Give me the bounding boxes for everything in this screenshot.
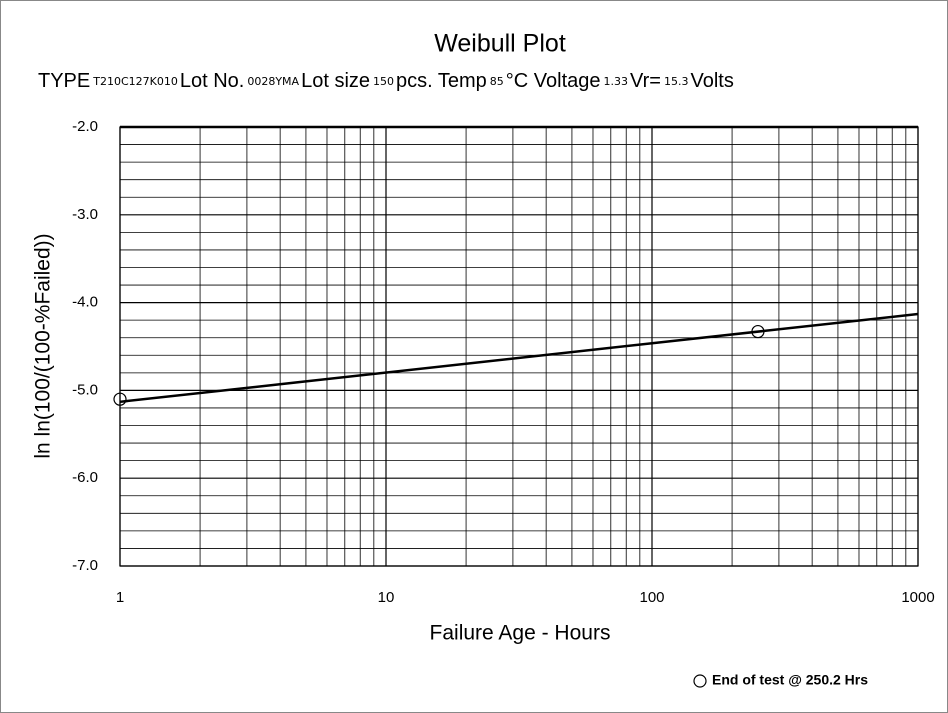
subtitle-entry: 0028YMA xyxy=(247,75,299,88)
legend-marker xyxy=(693,674,707,688)
subtitle-entry: 150 xyxy=(373,75,394,88)
y-tick-label: -3.0 xyxy=(72,206,98,223)
x-tick-label: 10 xyxy=(378,589,395,606)
subtitle-entry: 15.3 xyxy=(664,75,689,88)
y-tick-label: -6.0 xyxy=(72,469,98,486)
subtitle-field: Lot size xyxy=(301,70,370,92)
subtitle-entry: 85 xyxy=(490,75,504,88)
y-axis-label: ln ln(100/(100-%Failed)) xyxy=(32,233,55,458)
data-point xyxy=(113,392,127,406)
subtitle-entry: 1.33 xyxy=(604,75,629,88)
subtitle-field: pcs. Temp xyxy=(396,70,487,92)
x-tick-label: 1000 xyxy=(901,589,934,606)
subtitle-field: Vr= xyxy=(630,70,661,92)
legend-label: End of test @ 250.2 Hrs xyxy=(712,672,868,688)
x-tick-label: 1 xyxy=(116,589,124,606)
y-tick-label: -2.0 xyxy=(72,118,98,135)
subtitle-field: Lot No. xyxy=(180,70,244,92)
chart-subtitle: TYPE T210C127K010 Lot No. 0028YMA Lot size 15… xyxy=(38,70,734,92)
x-tick-label: 100 xyxy=(639,589,664,606)
x-axis-label: Failure Age - Hours xyxy=(430,622,611,645)
subtitle-entry: T210C127K010 xyxy=(92,75,178,88)
data-point xyxy=(751,324,765,339)
subtitle-field: °C Voltage xyxy=(506,70,601,92)
y-tick-label: -4.0 xyxy=(72,294,98,311)
subtitle-field: TYPE xyxy=(38,70,90,92)
y-tick-label: -5.0 xyxy=(72,381,98,398)
fit-line xyxy=(119,312,919,404)
chart-title: Weibull Plot xyxy=(434,30,566,58)
y-tick-label: -7.0 xyxy=(72,557,98,574)
subtitle-field: Volts xyxy=(690,70,733,92)
